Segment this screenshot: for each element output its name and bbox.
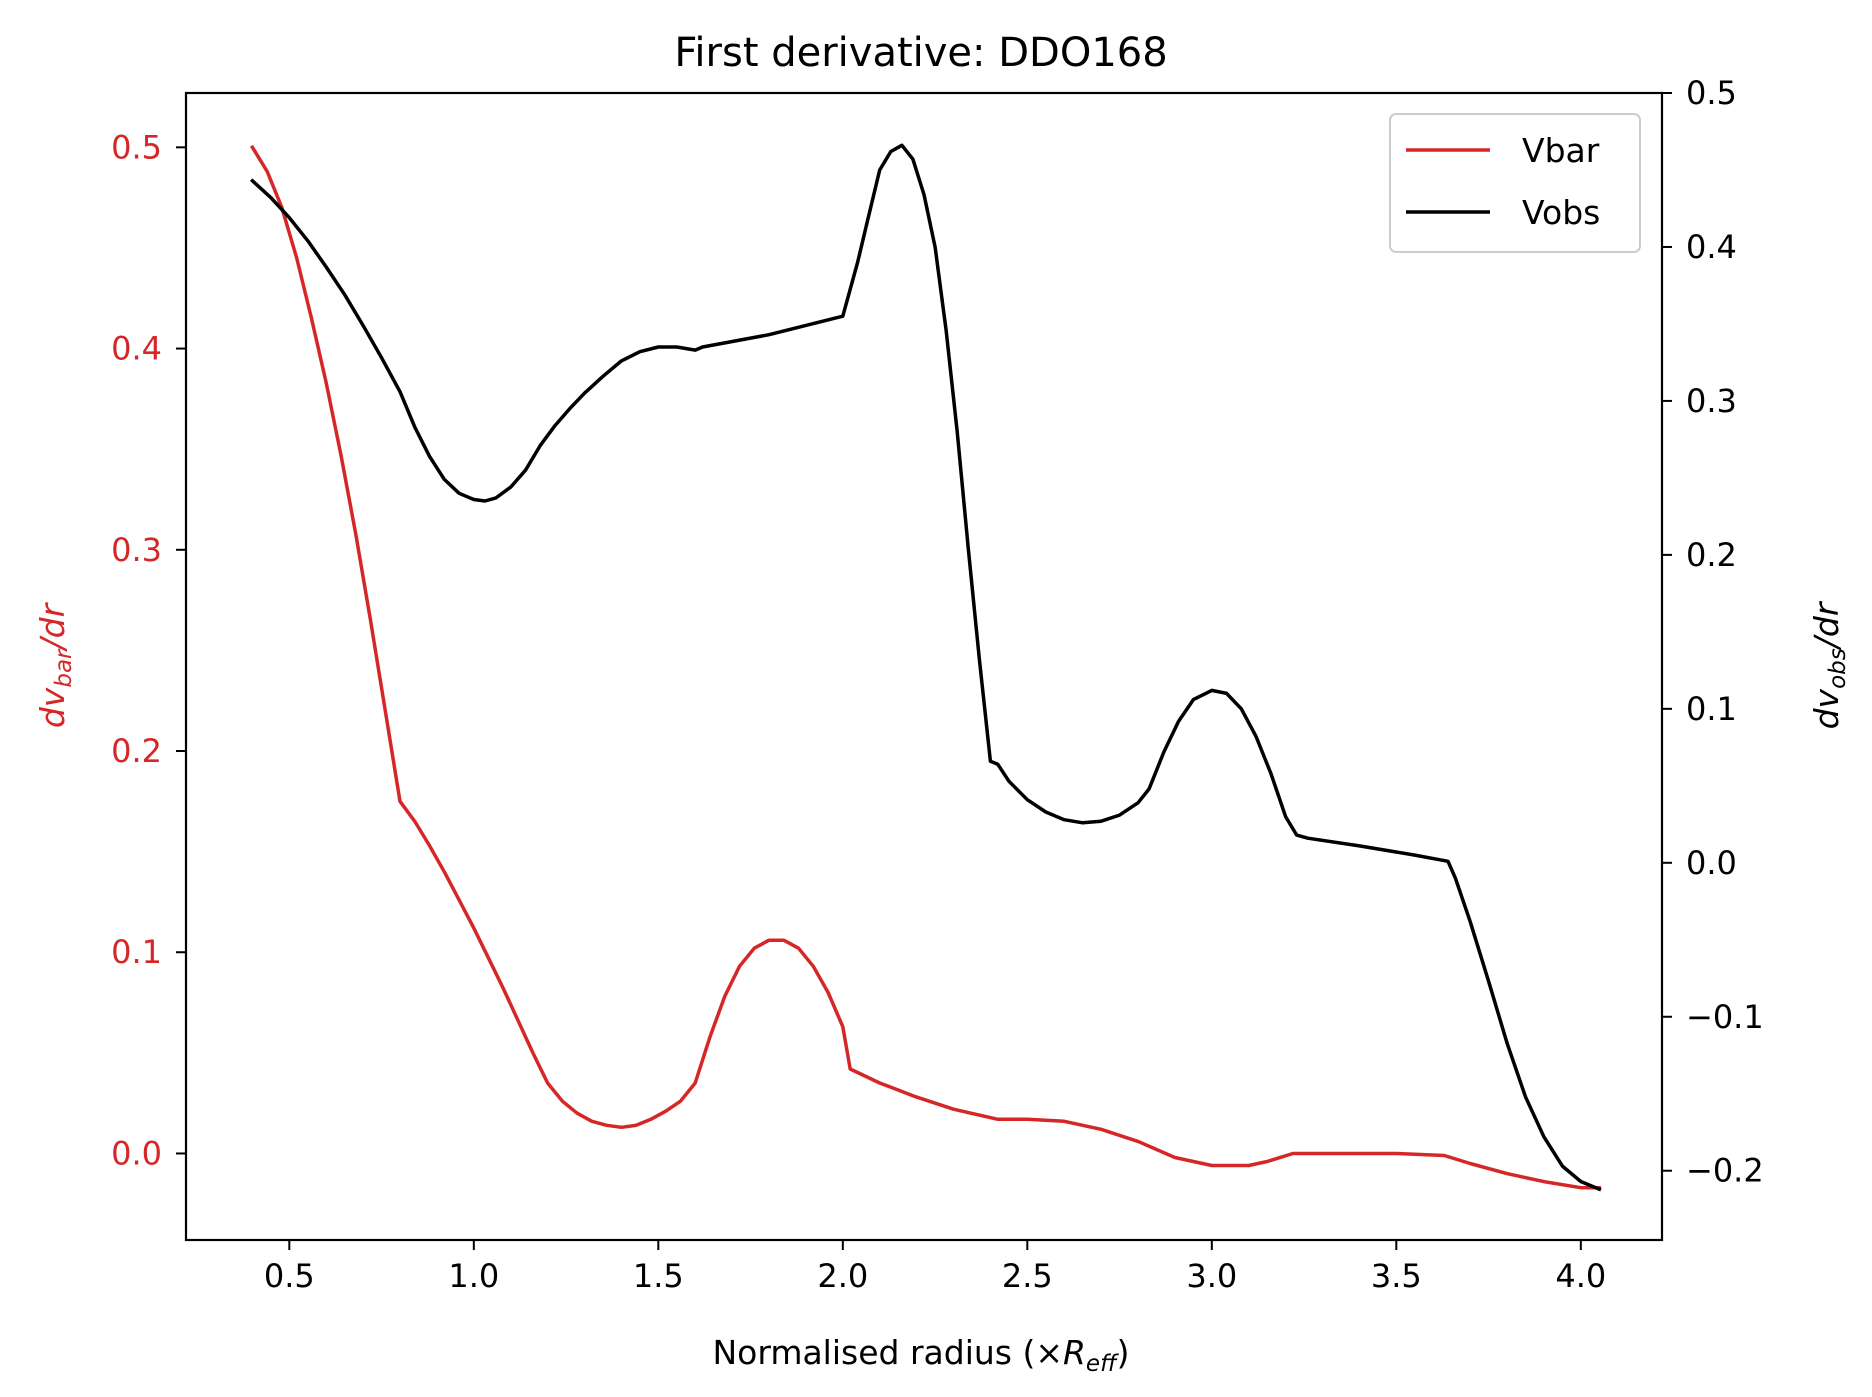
x-tick-label: 0.5 [264, 1257, 315, 1295]
right-y-tick-label: 0.2 [1686, 536, 1737, 574]
right-y-tick-label: −0.2 [1686, 1152, 1764, 1190]
series-line-vobs [249, 143, 1602, 1192]
right-y-tick-label: 0.4 [1686, 228, 1737, 266]
x-tick-label: 3.0 [1186, 1257, 1237, 1295]
right-y-tick-label: 0.1 [1686, 690, 1737, 728]
x-tick-label: 3.5 [1371, 1257, 1422, 1295]
chart-title: First derivative: DDO168 [674, 30, 1167, 76]
left-y-tick-label: 0.4 [111, 330, 162, 368]
series-layer [249, 143, 1602, 1192]
x-axis-label: Normalised radius (×Reff) [712, 1333, 1129, 1377]
legend-label-vbar: Vbar [1522, 131, 1600, 170]
legend-label-vobs: Vobs [1522, 193, 1600, 232]
right-y-tick-label: 0.0 [1686, 844, 1737, 882]
left-y-tick-label: 0.0 [111, 1134, 162, 1172]
plot-frame [184, 91, 1664, 1242]
legend-box [1389, 113, 1641, 253]
legend: Vbar Vobs [1389, 113, 1641, 253]
left-y-tick-label: 0.3 [111, 531, 162, 569]
x-tick-label: 4.0 [1555, 1257, 1606, 1295]
left-y-tick-label: 0.2 [111, 732, 162, 770]
series-line-vbar [249, 144, 1602, 1190]
right-y-tick-label: 0.3 [1686, 382, 1737, 420]
x-tick-label: 2.5 [1002, 1257, 1053, 1295]
right-y-axis-ticks: −0.2 −0.1 0.0 0.1 0.2 0.3 0.4 0.5 [1662, 74, 1764, 1190]
right-y-axis-label: dvobs/dr [1807, 600, 1851, 729]
x-tick-label: 1.5 [633, 1257, 684, 1295]
left-y-tick-label: 0.5 [111, 128, 162, 166]
left-y-axis-label: dvbar/dr [33, 601, 77, 728]
left-y-tick-label: 0.1 [111, 933, 162, 971]
left-y-axis-ticks: 0.0 0.1 0.2 0.3 0.4 0.5 [111, 128, 186, 1172]
right-y-tick-label: 0.5 [1686, 74, 1737, 112]
x-tick-label: 2.0 [817, 1257, 868, 1295]
x-tick-label: 1.0 [448, 1257, 499, 1295]
x-axis-ticks: 0.5 1.0 1.5 2.0 2.5 3.0 3.5 4.0 [264, 1240, 1606, 1295]
right-y-tick-label: −0.1 [1686, 998, 1764, 1036]
